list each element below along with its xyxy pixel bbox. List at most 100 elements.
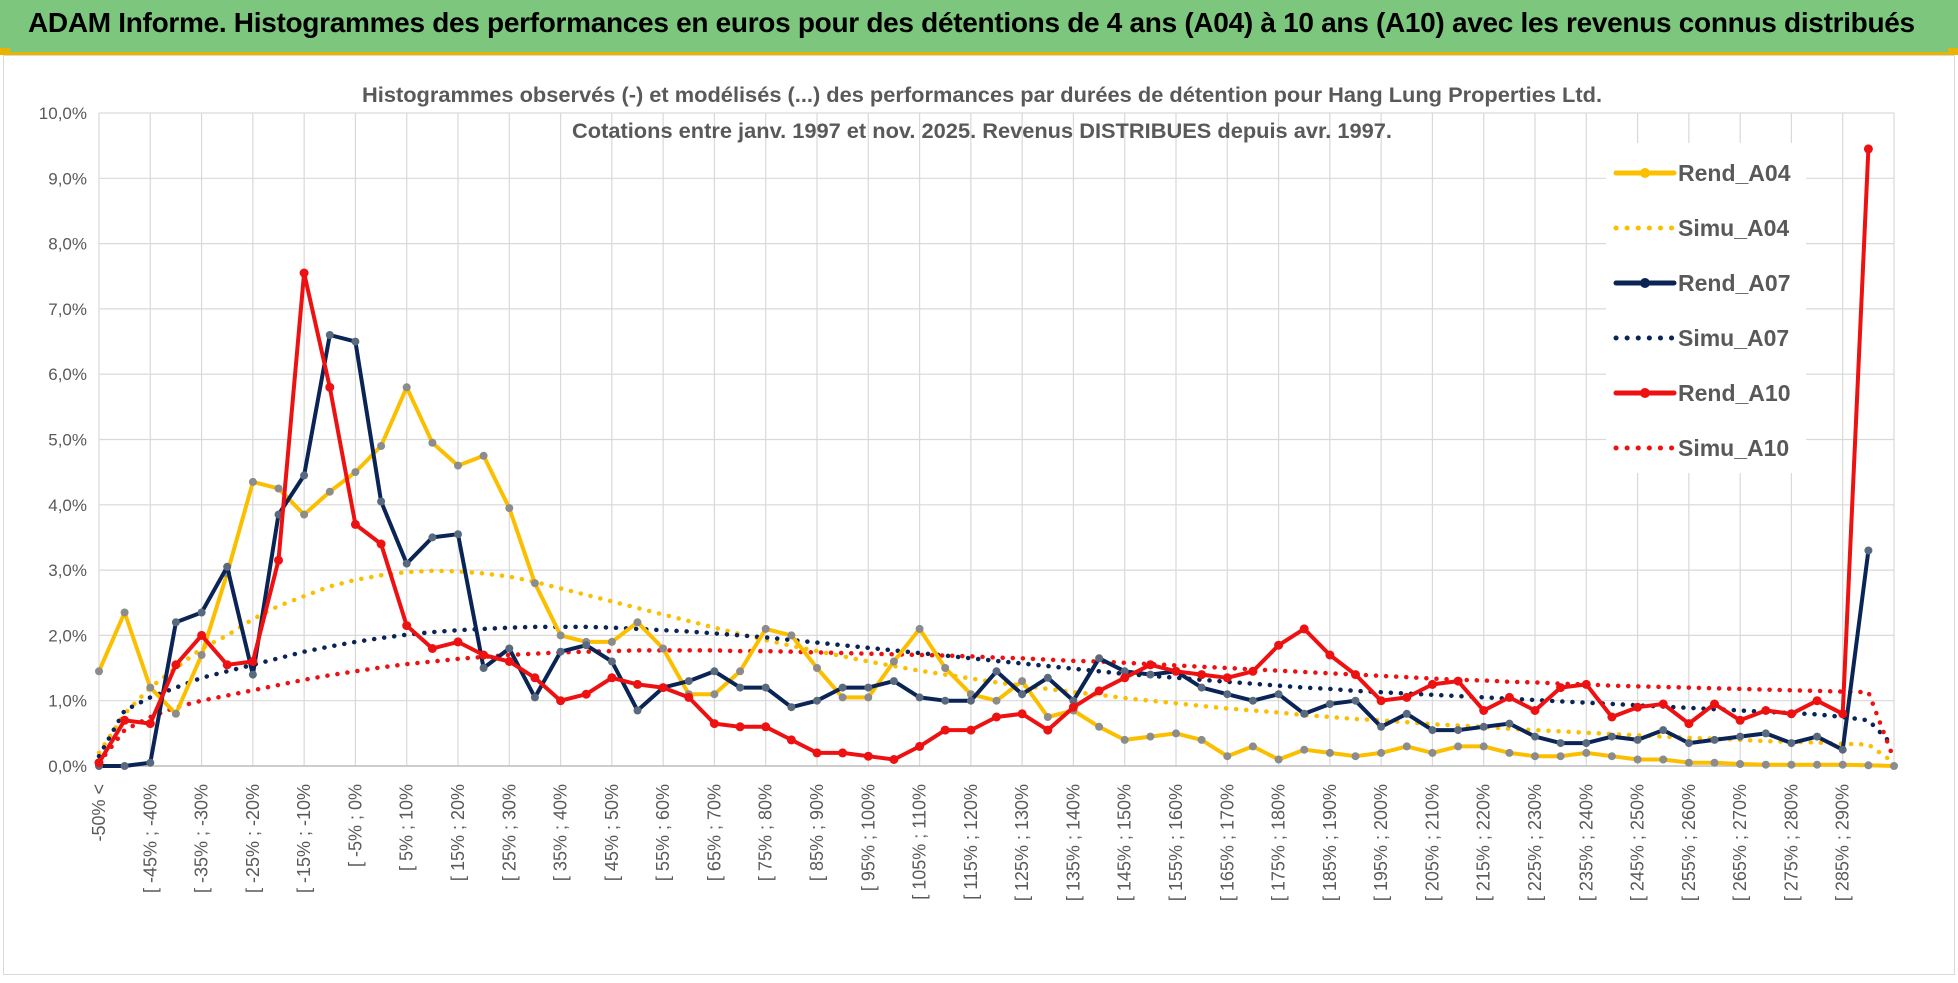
data-point-rend-a10 (1453, 676, 1463, 686)
data-point-rend-a07 (1018, 690, 1027, 699)
data-point-rend-a07 (402, 559, 411, 568)
data-point-rend-a04 (1813, 760, 1822, 769)
data-point-rend-a10 (402, 621, 412, 631)
data-point-rend-a10 (1556, 683, 1566, 693)
chart-area: 0,0% 1,0% 2,0% 3,0% 4,0% 5,0% 6,0% 7,0% 8,0% 9,0%… (3, 55, 1955, 975)
data-point-rend-a07 (864, 683, 873, 692)
data-point-rend-a10 (1402, 692, 1412, 702)
data-point-rend-a07 (248, 670, 257, 679)
data-point-rend-a07 (1248, 696, 1257, 705)
data-point-rend-a07 (941, 696, 950, 705)
data-point-rend-a07 (684, 677, 693, 686)
data-point-rend-a10 (1581, 679, 1591, 689)
data-point-rend-a04 (248, 477, 257, 486)
y-tick-label: 1,0% (48, 692, 87, 711)
x-tick-label: [ 85% ; 90% (807, 784, 827, 881)
legend-marker-rend-a07 (1640, 278, 1650, 288)
data-point-rend-a07 (1223, 690, 1232, 699)
data-point-rend-a04 (1172, 729, 1180, 738)
data-point-rend-a04 (1607, 752, 1616, 761)
data-point-rend-a04 (1402, 742, 1411, 751)
data-point-rend-a07 (1428, 726, 1437, 735)
data-point-rend-a10 (479, 650, 489, 660)
data-point-rend-a07 (966, 696, 975, 705)
data-point-rend-a04 (1274, 755, 1283, 764)
data-point-rend-a04 (1223, 752, 1232, 761)
data-point-rend-a07 (1454, 726, 1463, 735)
data-point-rend-a10 (1376, 696, 1386, 706)
x-tick-label: [ 25% ; 30% (499, 784, 519, 881)
x-tick-label: [ 135% ; 140% (1063, 784, 1083, 901)
data-point-rend-a10 (222, 660, 232, 670)
x-tick-label: [ 235% ; 240% (1576, 784, 1596, 901)
data-point-rend-a07 (1531, 732, 1539, 741)
data-point-rend-a04 (1582, 748, 1591, 757)
data-point-rend-a10 (376, 539, 386, 549)
x-tick-label: [ -45% ; -40% (140, 784, 160, 893)
data-point-rend-a04 (377, 442, 386, 450)
data-point-rend-a10 (658, 683, 668, 693)
data-point-rend-a07 (1146, 670, 1155, 679)
data-point-rend-a07 (1377, 722, 1386, 731)
data-point-rend-a07 (300, 471, 309, 480)
x-tick-label: [ 95% ; 100% (858, 784, 878, 891)
data-point-rend-a10 (1735, 715, 1745, 725)
data-point-rend-a04 (1556, 752, 1565, 761)
data-point-rend-a07 (428, 533, 437, 542)
x-tick-label: [ 205% ; 210% (1422, 784, 1442, 901)
data-point-rend-a10 (607, 673, 617, 683)
data-point-rend-a04 (1300, 745, 1309, 754)
data-point-rend-a10 (556, 696, 566, 706)
data-point-rend-a04 (1248, 742, 1257, 751)
legend-label-rend-a10: Rend_A10 (1678, 380, 1790, 406)
y-tick-label: 2,0% (48, 626, 87, 645)
data-point-rend-a04 (1710, 758, 1719, 767)
data-point-rend-a07 (813, 696, 821, 705)
data-point-rend-a10 (684, 692, 694, 702)
y-tick-label: 10,0% (39, 104, 87, 123)
data-point-rend-a07 (1607, 732, 1616, 741)
data-point-rend-a07 (710, 667, 719, 676)
data-point-rend-a04 (1377, 748, 1386, 757)
x-tick-label: [ 245% ; 250% (1628, 784, 1648, 901)
data-point-rend-a07 (1043, 673, 1052, 682)
chart-title-line2: Cotations entre janv. 1997 et nov. 2025.… (572, 120, 1392, 143)
data-point-rend-a04 (1197, 735, 1206, 744)
data-point-rend-a04 (454, 461, 462, 470)
data-point-rend-a10 (120, 715, 130, 725)
data-point-rend-a04 (889, 657, 898, 666)
data-point-rend-a07 (120, 762, 129, 770)
data-point-rend-a10 (1530, 706, 1540, 715)
x-tick-label: -50% < (89, 784, 109, 842)
data-point-rend-a10 (1863, 144, 1873, 154)
data-point-rend-a07 (1479, 722, 1488, 731)
data-point-rend-a10 (992, 712, 1001, 722)
data-point-rend-a10 (863, 751, 873, 761)
data-point-rend-a04 (633, 618, 642, 627)
data-point-rend-a04 (1095, 722, 1104, 731)
data-point-rend-a10 (966, 725, 976, 735)
data-point-rend-a04 (761, 624, 770, 633)
y-tick-label: 9,0% (48, 169, 87, 188)
x-tick-label: [ 105% ; 110% (910, 784, 930, 900)
x-tick-label: [ 265% ; 270% (1730, 784, 1750, 901)
data-point-rend-a07 (1864, 546, 1873, 555)
x-tick-label: [ 65% ; 70% (704, 784, 724, 881)
data-point-rend-a10 (1120, 673, 1130, 683)
data-point-rend-a10 (1504, 692, 1514, 702)
data-point-rend-a04 (1018, 677, 1027, 686)
data-point-rend-a04 (1838, 760, 1847, 769)
data-point-rend-a04 (1043, 713, 1052, 721)
data-point-rend-a07 (1736, 732, 1745, 741)
data-point-rend-a10 (1684, 719, 1694, 729)
data-point-rend-a04 (505, 504, 514, 513)
data-point-rend-a10 (1351, 670, 1360, 680)
legend-label-simu-a07: Simu_A07 (1678, 325, 1789, 351)
data-point-rend-a10 (1068, 702, 1078, 712)
data-point-rend-a07 (351, 337, 360, 346)
legend-box (1606, 143, 1806, 473)
x-tick-label: [ 125% ; 130% (1012, 784, 1032, 901)
y-tick-label: 0,0% (48, 757, 87, 776)
data-point-rend-a04 (1736, 760, 1745, 768)
data-point-rend-a07 (454, 530, 462, 539)
